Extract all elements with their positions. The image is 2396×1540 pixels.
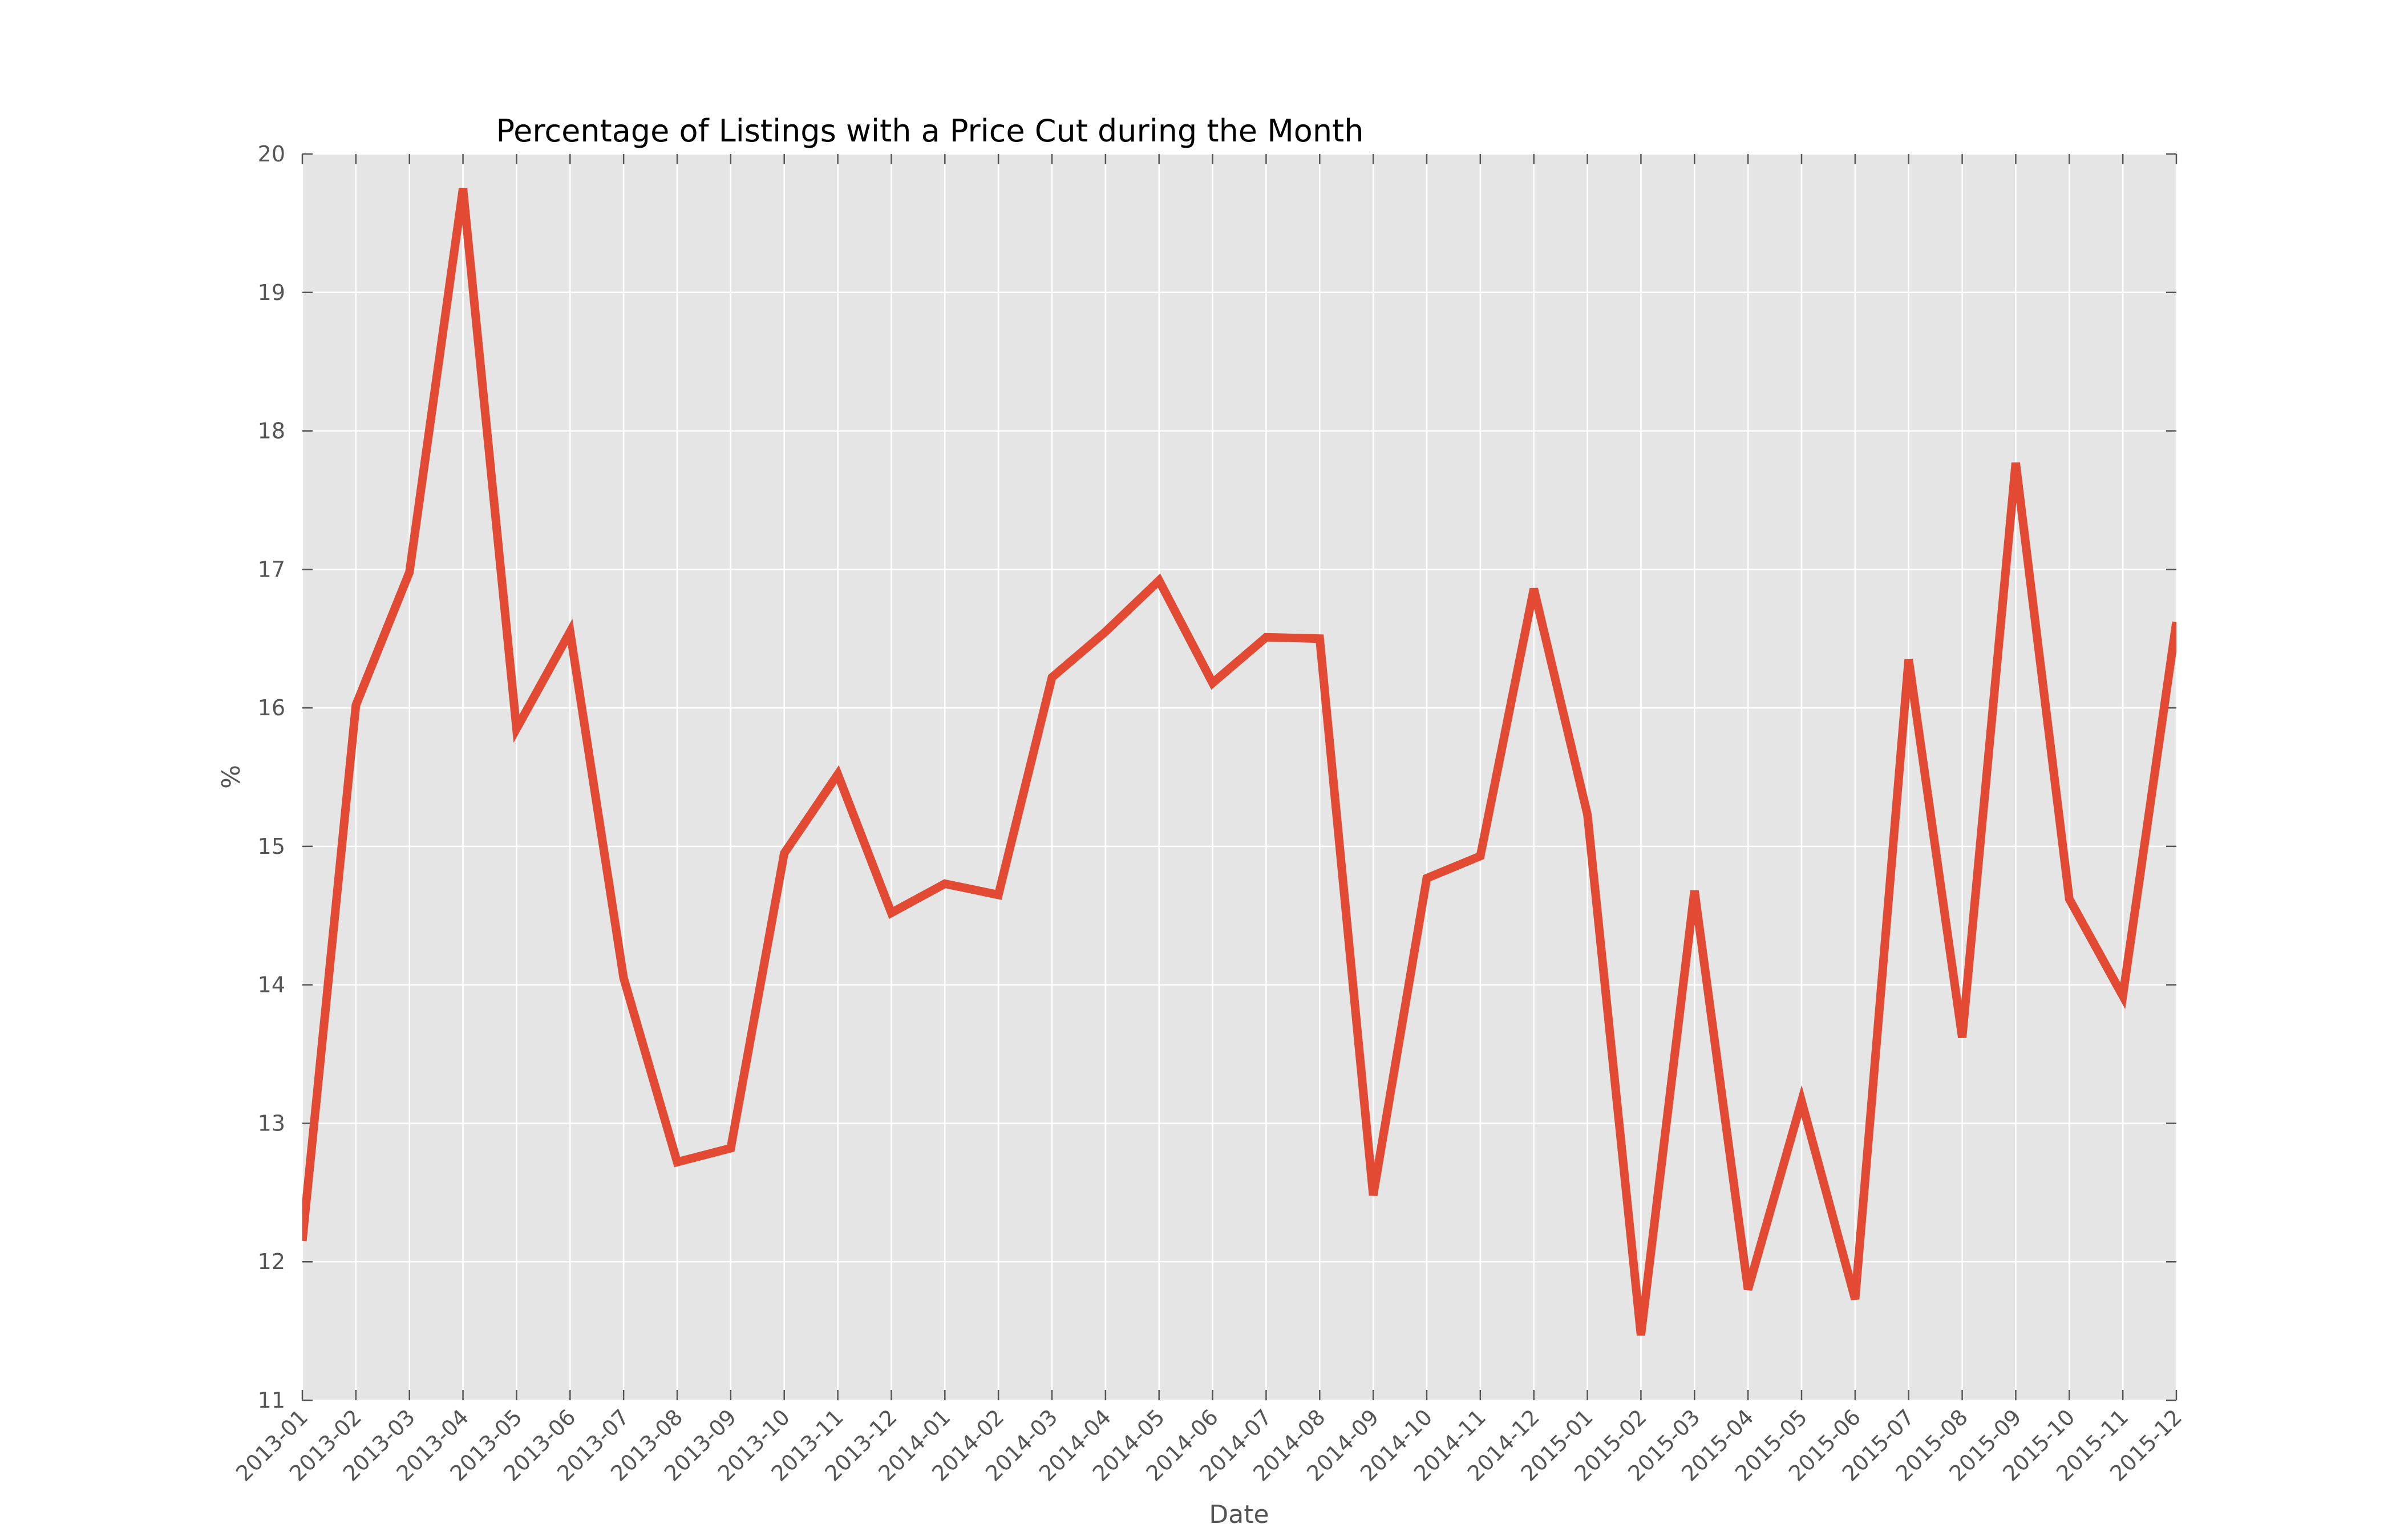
y-tick-label: 14 xyxy=(258,972,285,998)
y-tick-label: 13 xyxy=(258,1111,285,1136)
y-tick-label: 18 xyxy=(258,419,285,444)
y-tick-label: 15 xyxy=(258,834,285,859)
y-tick-label: 12 xyxy=(258,1249,285,1274)
gridlines xyxy=(301,153,2178,1401)
y-tick-label: 11 xyxy=(258,1388,285,1413)
y-tick-label: 17 xyxy=(258,557,285,582)
series-line xyxy=(302,188,2176,1336)
series-layer xyxy=(302,188,2176,1336)
x-axis-label: Date xyxy=(1209,1500,1269,1529)
y-tick-label: 19 xyxy=(258,280,285,305)
y-axis-label: % xyxy=(217,765,246,789)
y-tick-label: 16 xyxy=(258,695,285,720)
chart-title: Percentage of Listings with a Price Cut … xyxy=(496,113,1364,149)
y-tick-label: 20 xyxy=(258,141,285,167)
